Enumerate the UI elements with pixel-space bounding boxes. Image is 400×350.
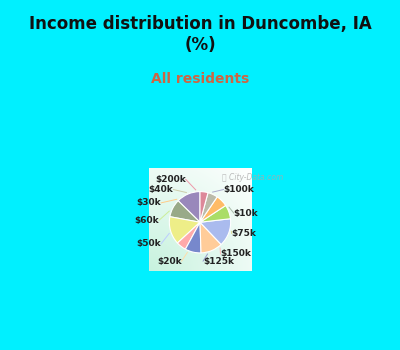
Wedge shape [200, 219, 231, 244]
Text: $150k: $150k [220, 250, 251, 258]
Wedge shape [200, 222, 221, 253]
Text: $50k: $50k [136, 239, 161, 248]
Text: ⓘ City-Data.com: ⓘ City-Data.com [222, 173, 284, 182]
Text: $60k: $60k [134, 216, 159, 225]
Wedge shape [200, 193, 217, 222]
Text: $200k: $200k [155, 175, 186, 184]
Wedge shape [178, 222, 200, 249]
Wedge shape [170, 201, 200, 222]
Text: $125k: $125k [203, 257, 234, 266]
Text: $30k: $30k [136, 198, 161, 207]
Wedge shape [169, 217, 200, 243]
Text: $100k: $100k [224, 185, 254, 194]
Wedge shape [200, 205, 230, 222]
Wedge shape [200, 197, 226, 222]
Text: $75k: $75k [232, 229, 256, 238]
Text: All residents: All residents [151, 72, 249, 86]
Wedge shape [186, 222, 201, 253]
Text: Income distribution in Duncombe, IA
(%): Income distribution in Duncombe, IA (%) [29, 15, 371, 54]
Wedge shape [178, 191, 200, 222]
Text: $20k: $20k [157, 257, 182, 266]
Wedge shape [200, 191, 208, 222]
Text: $40k: $40k [149, 185, 174, 194]
Text: $10k: $10k [234, 209, 258, 218]
